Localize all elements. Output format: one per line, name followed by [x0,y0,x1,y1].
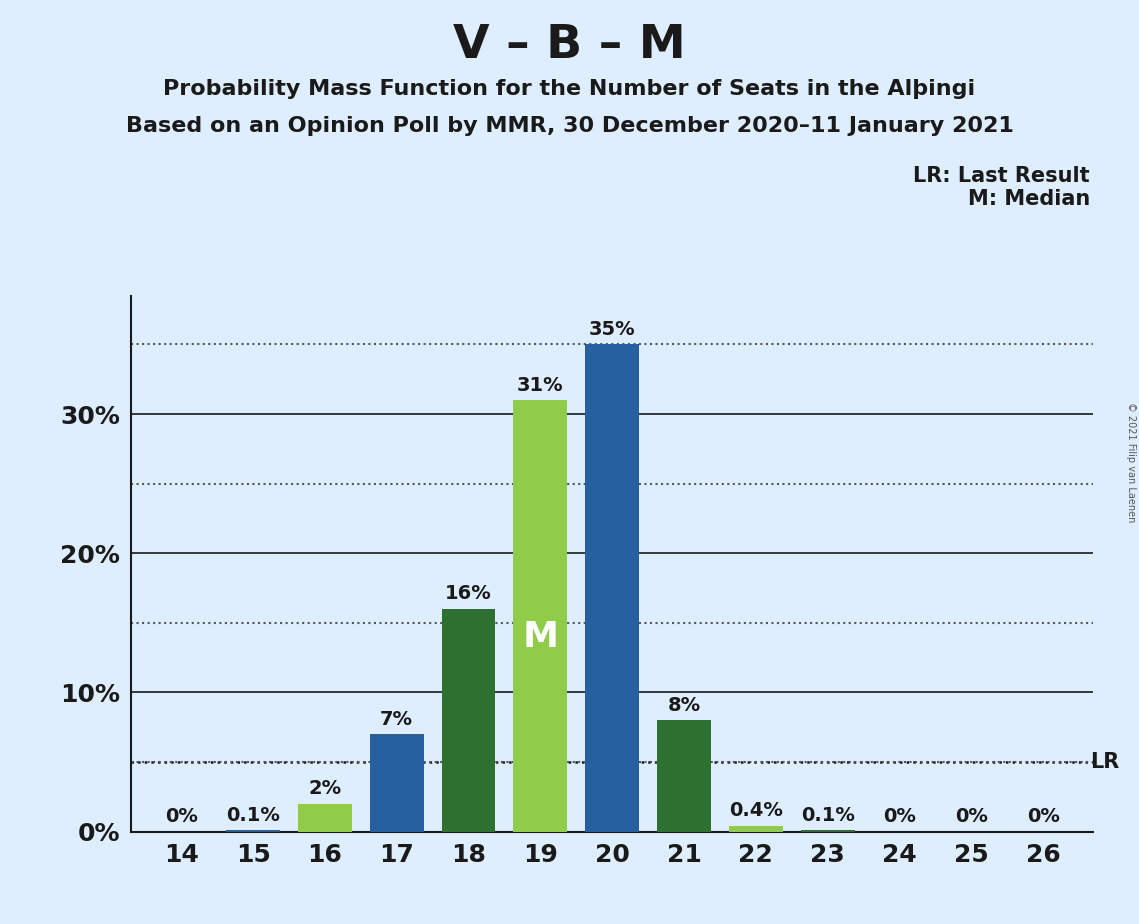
Text: 0%: 0% [883,807,916,826]
Text: 31%: 31% [517,375,564,395]
Bar [298,804,352,832]
Text: 0%: 0% [954,807,988,826]
Text: LR: LR [1090,752,1120,772]
Text: 0%: 0% [165,807,198,826]
Text: 0.4%: 0.4% [729,801,782,821]
Bar [657,720,711,832]
Text: 0%: 0% [1026,807,1059,826]
Bar [227,830,280,832]
Text: LR: Last Result: LR: Last Result [913,166,1090,187]
Text: 2%: 2% [309,779,342,798]
Text: 35%: 35% [589,320,636,339]
Bar [442,609,495,832]
Bar [801,830,854,832]
Text: 0.1%: 0.1% [801,806,854,824]
Text: © 2021 Filip van Laenen: © 2021 Filip van Laenen [1125,402,1136,522]
Text: Based on an Opinion Poll by MMR, 30 December 2020–11 January 2021: Based on an Opinion Poll by MMR, 30 Dece… [125,116,1014,136]
Text: 16%: 16% [445,584,492,603]
Bar [585,345,639,832]
Bar [514,400,567,832]
Text: V – B – M: V – B – M [453,23,686,68]
Text: Probability Mass Function for the Number of Seats in the Alþingi: Probability Mass Function for the Number… [163,79,976,99]
Text: M: Median: M: Median [968,189,1090,210]
Bar [370,735,424,832]
Text: 7%: 7% [380,710,413,729]
Text: M: M [523,620,558,654]
Text: 0.1%: 0.1% [227,806,280,824]
Text: 8%: 8% [667,696,700,714]
Bar [729,826,782,832]
